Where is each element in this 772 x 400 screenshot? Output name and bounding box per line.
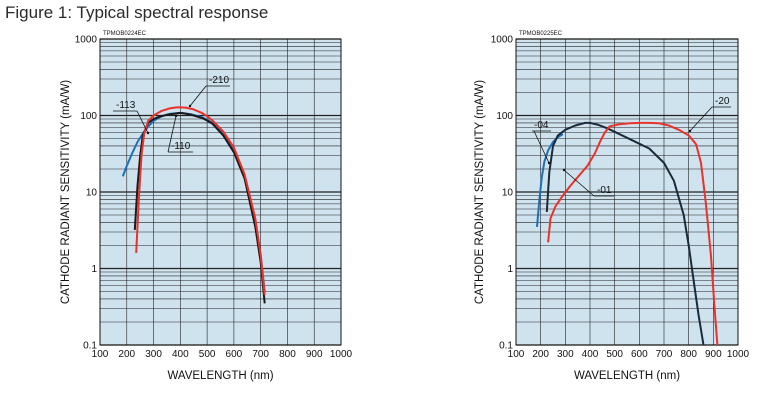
annotation-leader <box>167 115 177 153</box>
annotation-label: -113 <box>116 100 136 111</box>
x-tick-label: 900 <box>705 349 722 360</box>
y-tick-label: 1 <box>507 264 513 275</box>
plot-frame <box>99 38 342 346</box>
annotation-210: -210 <box>188 75 230 108</box>
x-tick-label: 400 <box>582 349 599 360</box>
annotation-110: -110 <box>167 114 193 153</box>
x-tick-label: 600 <box>226 349 243 360</box>
series-line-20 <box>547 121 719 345</box>
series-group <box>536 121 719 345</box>
y-tick-label: 10 <box>86 188 98 199</box>
annotation-leader <box>136 110 149 134</box>
annotation-leader <box>189 85 207 107</box>
chart-code-label: TPMOB0224EC <box>103 31 147 37</box>
x-tick-label: 400 <box>172 349 189 360</box>
series-line-210 <box>135 106 266 296</box>
y-axis-label: CATHODE RADIANT SENSITIVITY (mA/W) <box>474 80 486 304</box>
annotation-pointer <box>174 114 178 118</box>
y-tick-label: 1000 <box>75 35 98 46</box>
figure-title: Figure 1: Typical spectral response <box>5 3 269 22</box>
annotation-pointer <box>547 161 551 165</box>
x-tick-label: 300 <box>557 349 574 360</box>
x-tick-label: 200 <box>532 349 549 360</box>
series-line-01 <box>545 121 705 345</box>
annotation-01: -01 <box>562 168 614 197</box>
x-tick-label: 100 <box>508 349 525 360</box>
y-tick-label: 10 <box>502 188 514 199</box>
x-tick-label: 500 <box>606 349 623 360</box>
x-tick-label: 800 <box>279 349 296 360</box>
x-tick-label: 700 <box>656 349 673 360</box>
x-tick-label: 600 <box>631 349 648 360</box>
plot-frame <box>515 38 739 346</box>
annotation-label: -01 <box>597 185 612 196</box>
y-tick-label: 1 <box>91 264 97 275</box>
annotation-leader <box>689 106 713 132</box>
annotation-pointer <box>188 104 192 108</box>
annotation-04: -04 <box>532 120 551 165</box>
y-tick-label: 100 <box>496 111 513 122</box>
y-tick-label: 0.1 <box>83 341 97 352</box>
annotation-pointer <box>688 129 692 133</box>
annotation-20: -20 <box>688 96 731 133</box>
chart-2: 0.1 1 10 100 1000 100 200 300 400 500 600 700 800 900… <box>474 31 750 382</box>
chart-code-label: TPMOB0225EC <box>519 31 563 37</box>
x-tick-label: 100 <box>92 349 109 360</box>
x-tick-label: 500 <box>199 349 216 360</box>
annotation-label: -04 <box>534 120 549 131</box>
annotation-leader <box>563 169 595 197</box>
x-tick-label: 1000 <box>727 349 750 360</box>
annotation-pointer <box>146 131 150 135</box>
x-tick-label: 200 <box>118 349 135 360</box>
annotation-label: -20 <box>715 96 730 107</box>
x-axis-label: WAVELENGTH (nm) <box>167 370 273 382</box>
annotation-label: -110 <box>171 141 191 152</box>
x-axis-label: WAVELENGTH (nm) <box>574 370 680 382</box>
x-tick-label: 700 <box>252 349 269 360</box>
annotation-pointer <box>562 168 566 172</box>
y-tick-label: 1000 <box>491 35 514 46</box>
series-group <box>121 106 266 304</box>
x-tick-label: 800 <box>680 349 697 360</box>
annotation-label: -210 <box>209 75 229 86</box>
annotation-leader <box>533 130 550 164</box>
y-axis-label: CATHODE RADIANT SENSITIVITY (mA/W) <box>60 80 72 304</box>
x-tick-label: 300 <box>145 349 162 360</box>
x-tick-label: 1000 <box>330 349 353 360</box>
y-tick-label: 100 <box>80 111 97 122</box>
x-tick-label: 900 <box>306 349 323 360</box>
annotation-113: -113 <box>113 100 150 135</box>
y-tick-label: 0.1 <box>499 341 513 352</box>
chart-1: 0.1 1 10 100 1000 100 200 300 400 500 600 700 800 900… <box>60 31 353 382</box>
